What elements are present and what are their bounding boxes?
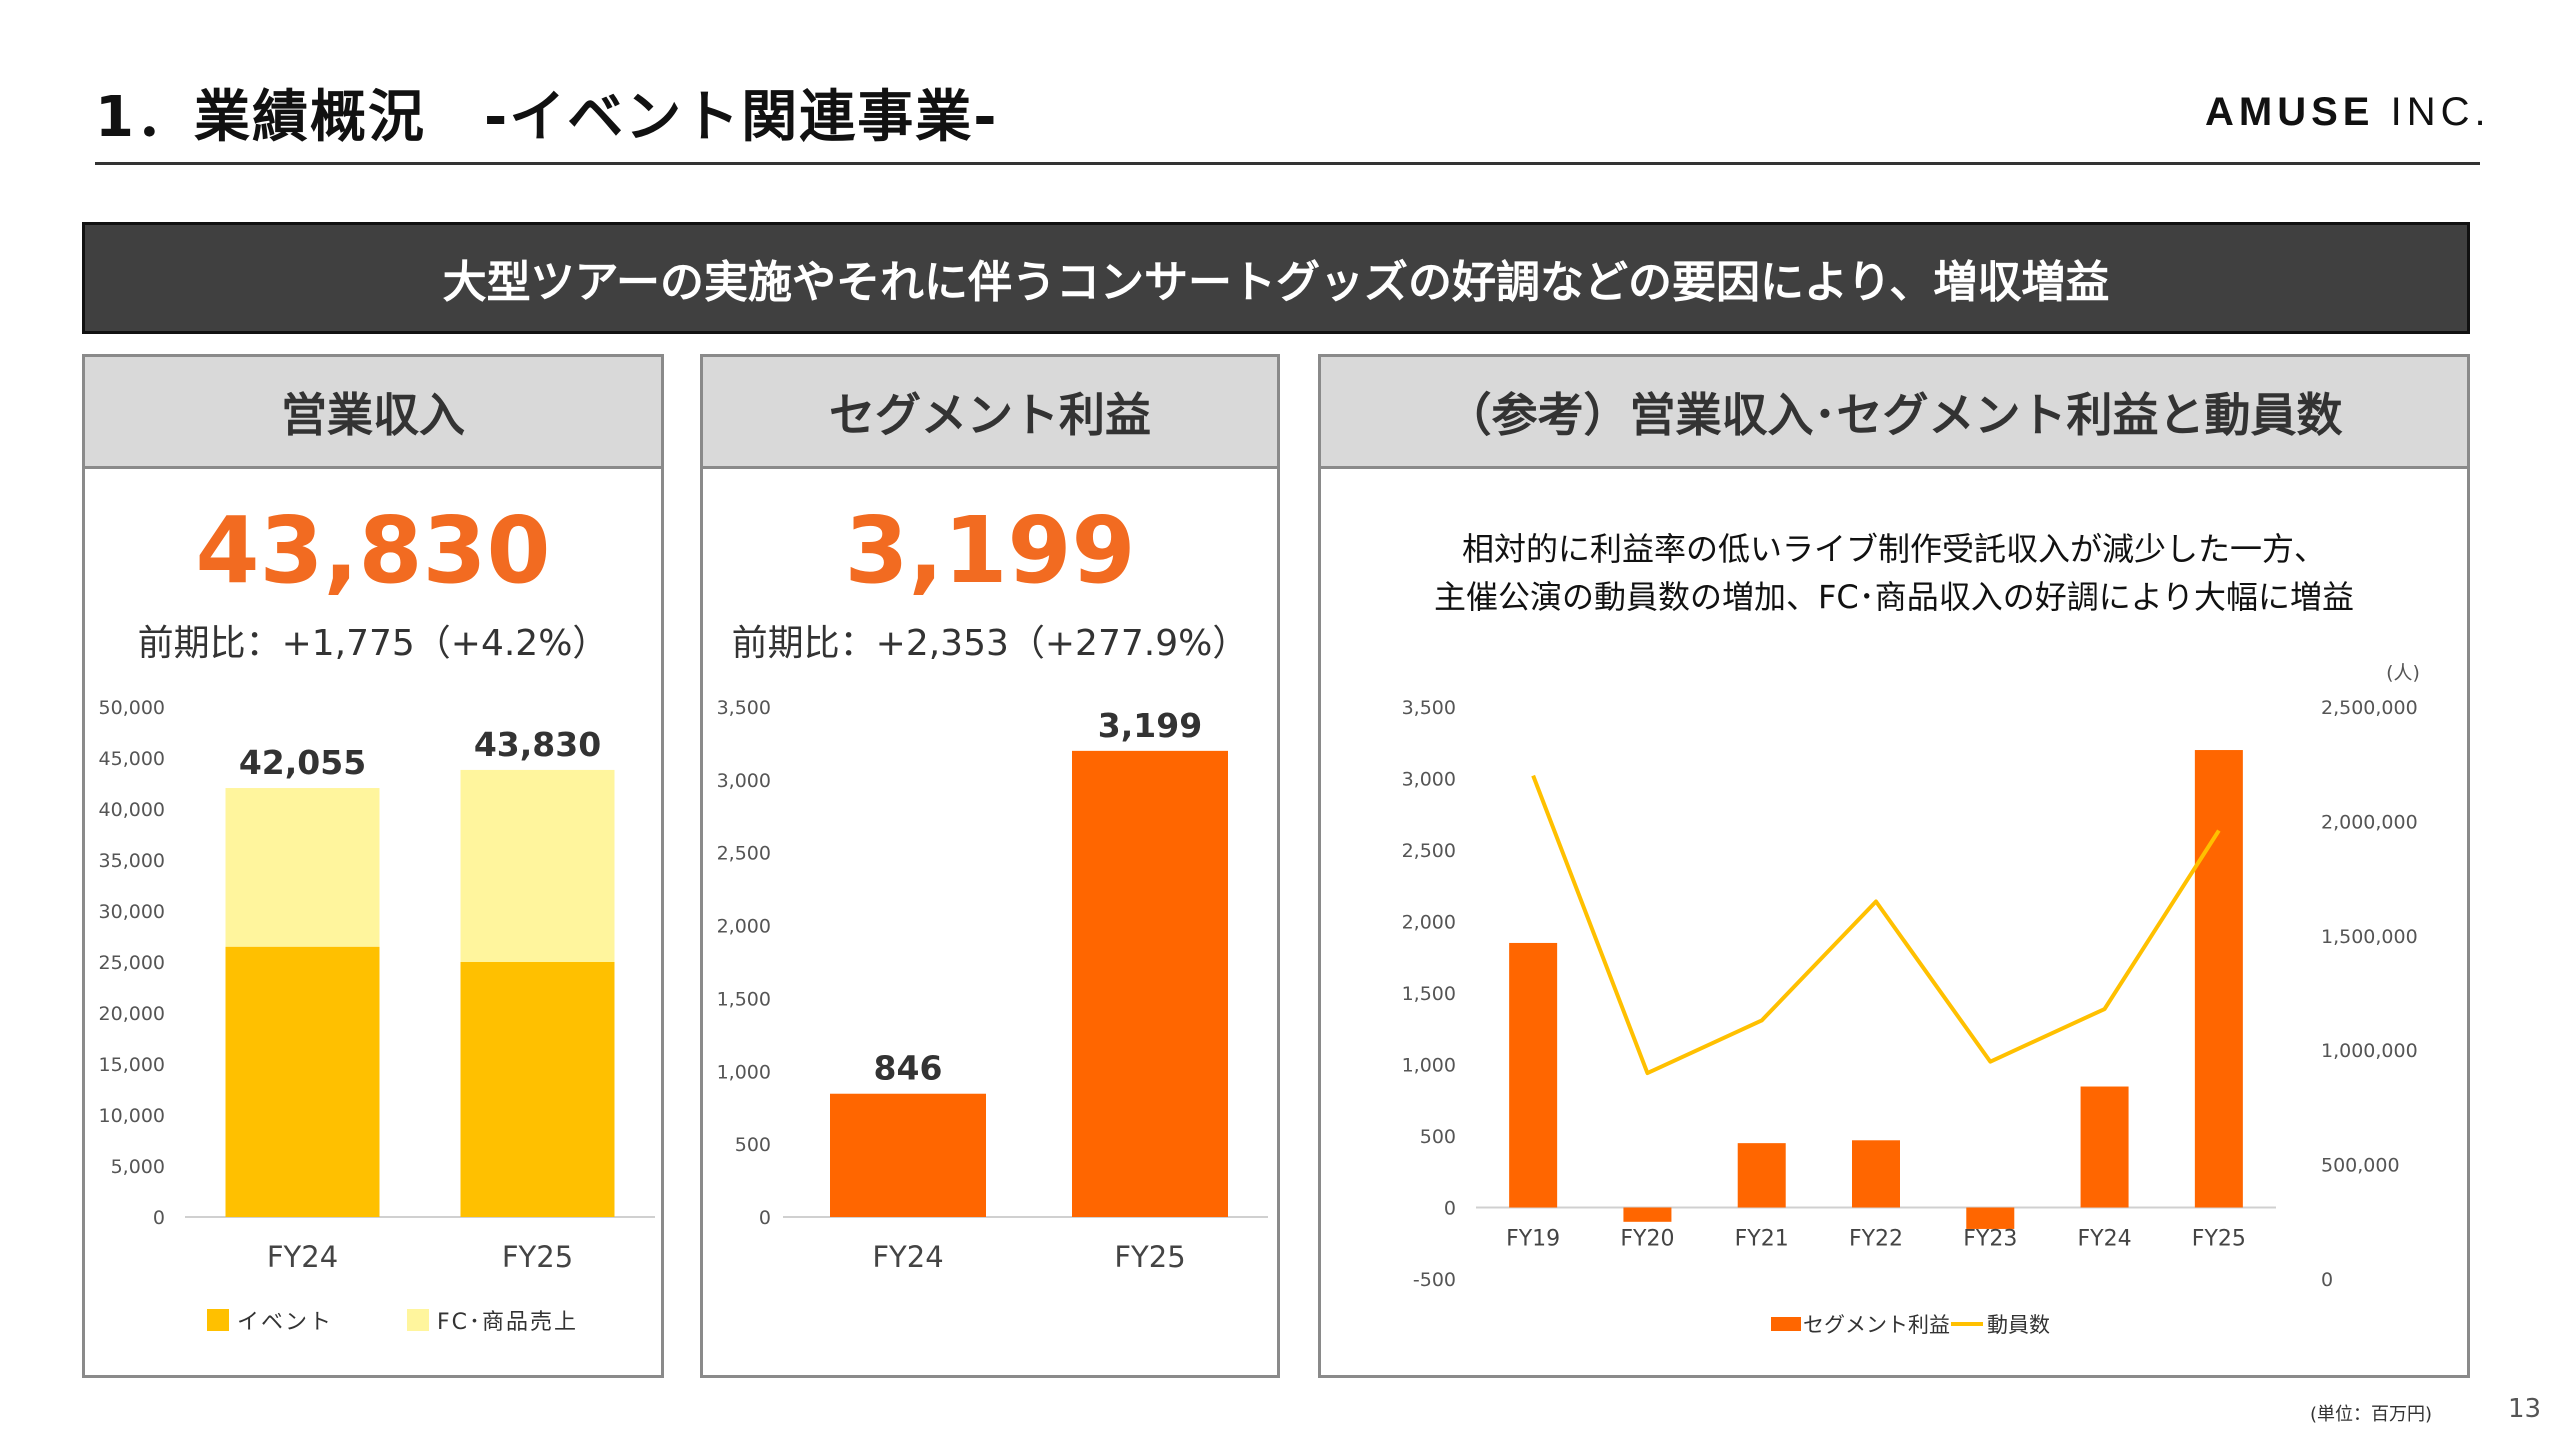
x-tick-label: FY20 xyxy=(1620,1227,1674,1252)
legend-label: イベント xyxy=(237,1310,333,1335)
bar-segment xyxy=(460,769,615,962)
x-tick-label: FY19 xyxy=(1506,1227,1560,1252)
y-tick-label: 1,500 xyxy=(1402,983,1456,1005)
x-tick-label: FY22 xyxy=(1849,1227,1903,1252)
y-tick-label: 35,000 xyxy=(99,850,165,872)
logo-main: AMUSE xyxy=(2205,90,2375,134)
attendance-line xyxy=(1531,774,2221,1076)
y-tick-label: 1,000 xyxy=(717,1061,771,1083)
data-label: 846 xyxy=(874,1049,943,1088)
revenue-panel: 営業収入 43,830 前期比：+1,775（+4.2%） 0 5,000 10,0… xyxy=(82,354,664,1378)
y2-tick-label: 1,000,000 xyxy=(2321,1040,2418,1062)
y-tick-label: 500 xyxy=(735,1134,771,1156)
bar xyxy=(2194,750,2243,1208)
profit-comparison: 前期比：+2,353（+277.9%） xyxy=(731,623,1249,664)
company-logo: AMUSE INC. xyxy=(2205,90,2491,135)
y-tick-label: 40,000 xyxy=(99,799,165,821)
reference-panel: （参考）営業収入･セグメント利益と動員数 相対的に利益率の低いライブ制作受託収入… xyxy=(1318,354,2470,1378)
revenue-panel-title: 営業収入 xyxy=(85,357,661,469)
y2-tick-label: 2,500,000 xyxy=(2321,697,2418,719)
bar xyxy=(830,1093,986,1217)
y2-tick-label: 0 xyxy=(2321,1269,2333,1291)
x-tick-label: FY21 xyxy=(1735,1227,1789,1252)
y-tick-label: 2,000 xyxy=(1402,912,1456,934)
x-tick-label: FY25 xyxy=(502,1240,573,1274)
y-tick-label: 500 xyxy=(1420,1126,1456,1148)
profit-value: 3,199 xyxy=(844,497,1136,604)
y2-unit-label: (人) xyxy=(2386,662,2420,684)
y-tick-label: 1,500 xyxy=(717,988,771,1010)
total-label: 43,830 xyxy=(474,725,601,764)
y2-tick-label: 500,000 xyxy=(2321,1155,2400,1177)
reference-panel-title: （参考）営業収入･セグメント利益と動員数 xyxy=(1321,357,2467,469)
y-tick-label: 50,000 xyxy=(99,697,165,719)
y-tick-label: 2,500 xyxy=(1402,840,1456,862)
unit-note: (単位：百万円) xyxy=(2310,1404,2433,1425)
x-tick-label: FY25 xyxy=(1114,1240,1185,1274)
x-tick-label: FY23 xyxy=(1963,1227,2017,1252)
y-tick-label: 10,000 xyxy=(99,1105,165,1127)
bar xyxy=(1966,1207,2015,1229)
y-tick-label: 45,000 xyxy=(99,748,165,770)
summary-banner: 大型ツアーの実施やそれに伴うコンサートグッズの好調などの要因により、増収増益 xyxy=(82,222,2470,334)
header-divider xyxy=(95,162,2480,165)
y-tick-label: 3,500 xyxy=(1402,697,1456,719)
y-tick-label: 2,500 xyxy=(717,843,771,865)
y-tick-label: 0 xyxy=(153,1207,165,1229)
page-number: 13 xyxy=(2508,1394,2542,1424)
y-tick-label: 0 xyxy=(1444,1198,1456,1220)
y-tick-label: 3,000 xyxy=(717,770,771,792)
profit-panel-title: セグメント利益 xyxy=(703,357,1277,469)
legend-label: FC･商品売上 xyxy=(437,1310,578,1335)
y-tick-label: 1,000 xyxy=(1402,1055,1456,1077)
bar-segment xyxy=(460,962,615,1217)
profit-panel: セグメント利益 3,199 前期比：+2,353（+277.9%） 0 500 1,… xyxy=(700,354,1280,1378)
bar xyxy=(1072,750,1228,1217)
page-title: 1．業績概況 -イベント関連事業- xyxy=(95,85,999,150)
legend-label-line: 動員数 xyxy=(1987,1313,2050,1337)
reference-desc-line1: 相対的に利益率の低いライブ制作受託収入が減少した一方、 xyxy=(1461,530,2326,568)
y-tick-label: 25,000 xyxy=(99,952,165,974)
bar-segment xyxy=(225,788,380,947)
y-tick-label: -500 xyxy=(1413,1269,1456,1291)
legend-swatch xyxy=(407,1309,429,1331)
reference-combo-chart: -500 0 500 1,000 1,500 2,000 2,500 3,000 3,500 0 5… xyxy=(1402,662,2420,1337)
y-tick-label: 0 xyxy=(759,1207,771,1229)
bar xyxy=(1737,1143,1786,1208)
profit-bar-chart: 0 500 1,000 1,500 2,000 2,500 3,000 3,500 846 FY2… xyxy=(717,697,1268,1274)
y-tick-label: 15,000 xyxy=(99,1054,165,1076)
reference-desc-line2: 主催公演の動員数の増加、FC･商品収入の好調により大幅に増益 xyxy=(1433,578,2355,616)
y2-tick-label: 2,000,000 xyxy=(2321,811,2418,833)
bar xyxy=(1623,1207,1672,1222)
bar-segment xyxy=(225,946,380,1217)
x-tick-label: FY24 xyxy=(872,1240,943,1274)
bar xyxy=(1509,942,1558,1208)
revenue-stacked-bar-chart: 0 5,000 10,000 15,000 20,000 25,000 30,000 35,0… xyxy=(99,697,655,1335)
y-tick-label: 3,000 xyxy=(1402,769,1456,791)
legend-swatch-bar xyxy=(1771,1317,1801,1331)
revenue-comparison: 前期比：+1,775（+4.2%） xyxy=(137,623,609,664)
revenue-value: 43,830 xyxy=(195,497,551,604)
y-tick-label: 20,000 xyxy=(99,1003,165,1025)
x-tick-label: FY24 xyxy=(267,1240,338,1274)
legend-swatch xyxy=(207,1309,229,1331)
y-tick-label: 30,000 xyxy=(99,901,165,923)
bar xyxy=(1852,1140,1900,1208)
y-tick-label: 3,500 xyxy=(717,697,771,719)
data-label: 3,199 xyxy=(1098,706,1202,745)
y-tick-label: 2,000 xyxy=(717,916,771,938)
total-label: 42,055 xyxy=(239,743,366,782)
x-tick-label: FY24 xyxy=(2078,1227,2132,1252)
y2-tick-label: 1,500,000 xyxy=(2321,926,2418,948)
logo-sub: INC. xyxy=(2390,90,2491,134)
y-tick-label: 5,000 xyxy=(111,1156,165,1178)
bar xyxy=(2080,1086,2129,1208)
legend-label-bar: セグメント利益 xyxy=(1803,1313,1950,1337)
x-tick-label: FY25 xyxy=(2192,1227,2246,1252)
